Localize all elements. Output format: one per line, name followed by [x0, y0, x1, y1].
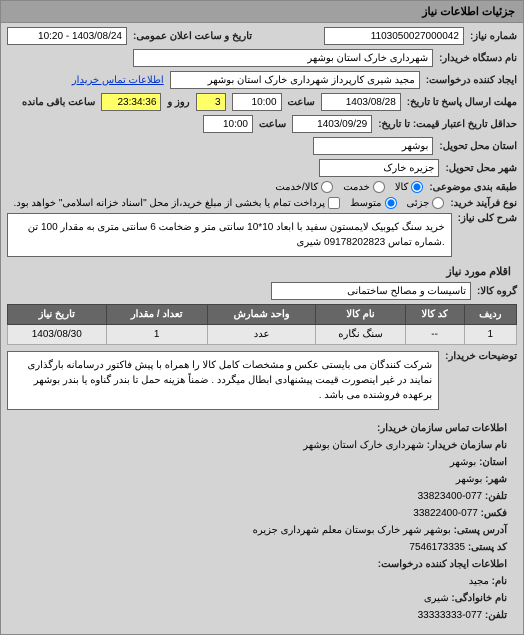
ci-fax-label: فکس: [481, 508, 507, 519]
checkbox-partial[interactable] [328, 197, 340, 209]
td-code: -- [405, 325, 464, 345]
goods-group-label: گروه کالا: [477, 286, 517, 297]
creator-request-label: ایجاد کننده درخواست: [426, 75, 517, 86]
contact-info-section: اطلاعات تماس سازمان خریدار: نام سازمان خ… [7, 414, 517, 630]
ci-address: بوشهر شهر خارک بوستان معلم شهرداری جزیره [253, 525, 451, 536]
city-input[interactable] [319, 159, 439, 177]
th-qty: تعداد / مقدار [106, 305, 207, 325]
device-name-input[interactable] [133, 49, 433, 67]
device-number-label: شماره نیاز: [470, 31, 517, 42]
time-label-2: ساعت [259, 119, 286, 130]
buyer-notes-label: توضیحات خریدار: [445, 351, 517, 362]
td-unit: عدد [207, 325, 316, 345]
th-date: تاریخ نیاز [8, 305, 107, 325]
radio-goods[interactable] [411, 181, 423, 193]
remaining-time-input[interactable] [101, 93, 161, 111]
device-name-label: نام دستگاه خریدار: [439, 53, 517, 64]
table-row: 1 -- سنگ نگاره عدد 1 1403/08/30 [8, 325, 517, 345]
ci-family-label: نام خانوادگی: [451, 593, 507, 604]
td-date: 1403/08/30 [8, 325, 107, 345]
form-section: شماره نیاز: تاریخ و ساعت اعلان عمومی: نا… [1, 23, 523, 634]
th-row: ردیف [464, 305, 516, 325]
ci-phone-label: تلفن: [485, 491, 507, 502]
ci-city-label: شهر: [485, 474, 507, 485]
radio-medium-item[interactable]: متوسط [350, 197, 396, 209]
ci-phone2: 077-33333333 [418, 610, 483, 621]
ci-name-label: نام: [492, 576, 507, 587]
radio-small[interactable] [432, 197, 444, 209]
checkbox-partial-label: پرداخت تمام یا بخشی از مبلغ خرید،از محل … [13, 198, 325, 209]
validity-label: حداقل تاریخ اعتبار قیمت: تا تاریخ: [378, 119, 517, 130]
ci-province: بوشهر [450, 457, 476, 468]
radio-goods-item[interactable]: کالا [395, 181, 424, 193]
days-count-input[interactable] [196, 93, 226, 111]
radio-goods-service-item[interactable]: کالا/خدمت [275, 181, 333, 193]
radio-service[interactable] [373, 181, 385, 193]
process-type-group: جزئی متوسط پرداخت تمام یا بخشی از مبلغ خ… [13, 197, 444, 209]
ci-province-label: استان: [479, 457, 507, 468]
province-label: استان محل تحویل: [439, 141, 517, 152]
radio-service-label: خدمت [343, 182, 370, 193]
request-type-group: کالا خدمت کالا/خدمت [275, 181, 423, 193]
buyer-notes-box: شرکت کنندگان می بایستی عکس و مشخصات کامل… [7, 351, 439, 410]
main-panel: جزئیات اطلاعات نیاز شماره نیاز: تاریخ و … [0, 0, 524, 635]
request-type-label: طبقه بندی موضوعی: [429, 182, 517, 193]
ci-postal: 7546173335 [409, 542, 465, 553]
creator-title: اطلاعات ایجاد کننده درخواست: [378, 559, 507, 570]
td-row: 1 [464, 325, 516, 345]
th-unit: واحد شمارش [207, 305, 316, 325]
time-label-1: ساعت [288, 97, 315, 108]
creator-request-input[interactable] [170, 71, 420, 89]
ci-address-label: آدرس پستی: [454, 525, 507, 536]
need-items-label: اقلام مورد نیاز [7, 261, 517, 282]
radio-goods-service-label: کالا/خدمت [275, 182, 318, 193]
main-desc-label: شرح کلی نیاز: [458, 213, 517, 224]
radio-service-item[interactable]: خدمت [343, 181, 385, 193]
org-name: شهرداری خارک استان بوشهر [303, 440, 424, 451]
radio-goods-service[interactable] [321, 181, 333, 193]
validity-time-input[interactable] [203, 115, 253, 133]
ci-postal-label: کد پستی: [468, 542, 507, 553]
goods-group-input[interactable] [271, 282, 471, 300]
panel-header: جزئیات اطلاعات نیاز [1, 1, 523, 23]
contact-title: اطلاعات تماس سازمان خریدار: [377, 423, 507, 434]
ci-name: مجید [469, 576, 489, 587]
validity-date-input[interactable] [292, 115, 372, 133]
remaining-label: ساعت باقی مانده [22, 97, 95, 108]
org-name-label: نام سازمان خریدار: [427, 440, 507, 451]
items-table: ردیف کد کالا نام کالا واحد شمارش تعداد /… [7, 304, 517, 345]
ci-city: بوشهر [456, 474, 482, 485]
ci-family: شیری [424, 593, 449, 604]
radio-medium[interactable] [385, 197, 397, 209]
deadline-label: مهلت ارسال پاسخ تا تاریخ: [407, 97, 517, 108]
ci-phone2-label: تلفن: [485, 610, 507, 621]
device-number-input[interactable] [324, 27, 464, 45]
main-desc-box: خرید سنگ کیوبیک لایمستون سفید با ابعاد 1… [7, 213, 452, 257]
radio-goods-label: کالا [395, 182, 409, 193]
deadline-time-input[interactable] [232, 93, 282, 111]
days-label: روز و [167, 97, 189, 108]
city-label: شهر محل تحویل: [445, 163, 517, 174]
process-type-label: نوع فرآیند خرید: [450, 198, 517, 209]
public-announce-label: تاریخ و ساعت اعلان عمومی: [133, 31, 252, 42]
deadline-date-input[interactable] [321, 93, 401, 111]
ci-fax: 077-33822400 [413, 508, 478, 519]
checkbox-partial-item[interactable]: پرداخت تمام یا بخشی از مبلغ خرید،از محل … [13, 197, 340, 209]
td-name: سنگ نگاره [316, 325, 405, 345]
th-code: کد کالا [405, 305, 464, 325]
buyer-contact-link[interactable]: اطلاعات تماس خریدار [72, 75, 164, 86]
td-qty: 1 [106, 325, 207, 345]
public-announce-input[interactable] [7, 27, 127, 45]
th-name: نام کالا [316, 305, 405, 325]
radio-small-label: جزئی [407, 198, 430, 209]
radio-small-item[interactable]: جزئی [407, 197, 445, 209]
ci-phone: 077-33823400 [418, 491, 483, 502]
radio-medium-label: متوسط [350, 198, 381, 209]
province-input[interactable] [313, 137, 433, 155]
